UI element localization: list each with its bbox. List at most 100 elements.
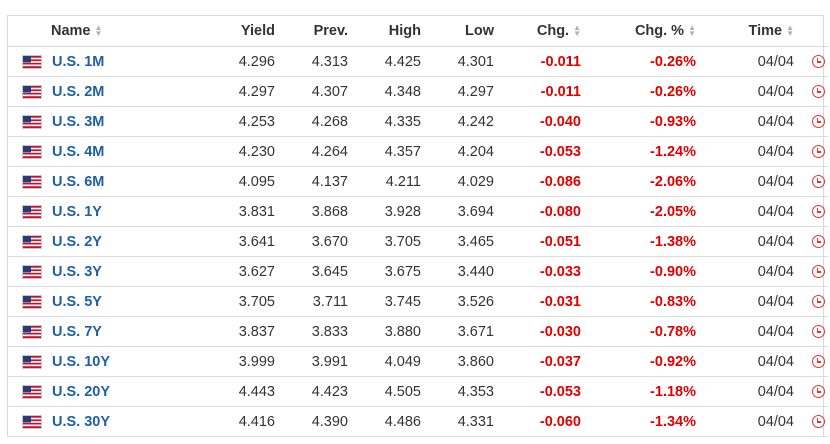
bond-name-link[interactable]: U.S. 6M bbox=[52, 173, 105, 190]
clock-icon[interactable] bbox=[811, 385, 825, 399]
clock-icon[interactable] bbox=[811, 295, 825, 309]
flag-cell bbox=[8, 46, 46, 77]
name-cell: U.S. 2Y bbox=[46, 226, 163, 257]
yield-cell: 4.253 bbox=[163, 106, 275, 137]
clock-icon[interactable] bbox=[811, 265, 825, 279]
flag-column-header bbox=[8, 16, 46, 47]
low-column-header[interactable]: Low bbox=[421, 16, 494, 47]
sort-icon[interactable]: ▲ ▼ bbox=[94, 23, 103, 39]
name-cell: U.S. 7Y bbox=[46, 316, 163, 347]
name-cell: U.S. 3Y bbox=[46, 256, 163, 287]
clock-icon[interactable] bbox=[811, 115, 825, 129]
yield-cell: 4.416 bbox=[163, 406, 275, 437]
bond-name-link[interactable]: U.S. 1M bbox=[52, 53, 105, 70]
chg-pct-cell: -0.26% bbox=[581, 46, 696, 77]
name-cell: U.S. 6M bbox=[46, 166, 163, 197]
bond-name-link[interactable]: U.S. 4M bbox=[52, 143, 105, 160]
clock-icon[interactable] bbox=[811, 235, 825, 249]
prev-cell: 3.833 bbox=[275, 316, 348, 347]
prev-cell: 4.307 bbox=[275, 76, 348, 107]
clock-cell bbox=[794, 256, 828, 287]
prev-cell: 4.264 bbox=[275, 136, 348, 167]
time-cell: 04/04 bbox=[696, 316, 794, 347]
high-cell: 3.705 bbox=[348, 226, 421, 257]
time-cell: 04/04 bbox=[696, 286, 794, 317]
us-flag-icon bbox=[22, 354, 42, 369]
clock-icon[interactable] bbox=[811, 325, 825, 339]
prev-cell: 4.390 bbox=[275, 406, 348, 437]
sort-icon[interactable]: ▲ ▼ bbox=[786, 23, 794, 39]
low-cell: 4.353 bbox=[421, 376, 494, 407]
low-cell: 4.301 bbox=[421, 46, 494, 77]
chg-header-label: Chg. bbox=[536, 23, 570, 39]
clock-icon[interactable] bbox=[811, 415, 825, 429]
bond-name-link[interactable]: U.S. 7Y bbox=[52, 323, 102, 340]
yield-cell: 3.999 bbox=[163, 346, 275, 377]
clock-cell bbox=[794, 136, 828, 167]
prev-cell: 4.423 bbox=[275, 376, 348, 407]
bond-name-link[interactable]: U.S. 20Y bbox=[52, 383, 111, 400]
yield-cell: 3.837 bbox=[163, 316, 275, 347]
clock-icon[interactable] bbox=[811, 85, 825, 99]
name-cell: U.S. 2M bbox=[46, 76, 163, 107]
prev-cell: 3.991 bbox=[275, 346, 348, 377]
bond-name-link[interactable]: U.S. 3M bbox=[52, 113, 105, 130]
clock-icon[interactable] bbox=[811, 175, 825, 189]
yield-cell: 3.831 bbox=[163, 196, 275, 227]
time-column-header[interactable]: Time ▲ ▼ bbox=[696, 16, 794, 47]
name-cell: U.S. 1Y bbox=[46, 196, 163, 227]
chg-column-header[interactable]: Chg. ▲ ▼ bbox=[494, 16, 581, 47]
flag-cell bbox=[8, 286, 46, 317]
low-cell: 3.526 bbox=[421, 286, 494, 317]
time-header-label: Time bbox=[748, 23, 783, 39]
bond-name-link[interactable]: U.S. 10Y bbox=[52, 353, 111, 370]
clock-cell bbox=[794, 286, 828, 317]
table-row: U.S. 2Y 3.641 3.670 3.705 3.465 -0.051 -1.38% 0… bbox=[8, 226, 828, 257]
bond-name-link[interactable]: U.S. 5Y bbox=[52, 293, 102, 310]
prev-cell: 3.645 bbox=[275, 256, 348, 287]
table-body: U.S. 1M 4.296 4.313 4.425 4.301 -0.011 -0.26% 0… bbox=[8, 46, 828, 437]
clock-cell bbox=[794, 346, 828, 377]
high-cell: 4.335 bbox=[348, 106, 421, 137]
table-row: U.S. 1M 4.296 4.313 4.425 4.301 -0.011 -0.26% 0… bbox=[8, 46, 828, 77]
yield-cell: 4.443 bbox=[163, 376, 275, 407]
name-column-header[interactable]: Name ▲ ▼ bbox=[46, 16, 163, 47]
high-cell: 3.745 bbox=[348, 286, 421, 317]
high-cell: 4.211 bbox=[348, 166, 421, 197]
clock-cell bbox=[794, 196, 828, 227]
bond-name-link[interactable]: U.S. 2Y bbox=[52, 233, 102, 250]
low-cell: 4.029 bbox=[421, 166, 494, 197]
high-cell: 4.486 bbox=[348, 406, 421, 437]
clock-icon[interactable] bbox=[811, 355, 825, 369]
sort-icon[interactable]: ▲ ▼ bbox=[688, 23, 696, 39]
high-cell: 4.348 bbox=[348, 76, 421, 107]
flag-cell bbox=[8, 76, 46, 107]
low-cell: 3.860 bbox=[421, 346, 494, 377]
chg-cell: -0.031 bbox=[494, 286, 581, 317]
chg-pct-column-header[interactable]: Chg. % ▲ ▼ bbox=[581, 16, 696, 47]
time-cell: 04/04 bbox=[696, 256, 794, 287]
high-column-header[interactable]: High bbox=[348, 16, 421, 47]
table-row: U.S. 20Y 4.443 4.423 4.505 4.353 -0.053 -1.18%… bbox=[8, 376, 828, 407]
bond-name-link[interactable]: U.S. 1Y bbox=[52, 203, 102, 220]
bond-name-link[interactable]: U.S. 3Y bbox=[52, 263, 102, 280]
flag-cell bbox=[8, 226, 46, 257]
clock-icon[interactable] bbox=[811, 145, 825, 159]
clock-cell bbox=[794, 166, 828, 197]
prev-cell: 3.670 bbox=[275, 226, 348, 257]
clock-icon[interactable] bbox=[811, 205, 825, 219]
yield-cell: 3.641 bbox=[163, 226, 275, 257]
clock-cell bbox=[794, 406, 828, 437]
bond-name-link[interactable]: U.S. 30Y bbox=[52, 413, 111, 430]
yield-cell: 3.627 bbox=[163, 256, 275, 287]
prev-cell: 4.137 bbox=[275, 166, 348, 197]
clock-icon[interactable] bbox=[811, 55, 825, 69]
bond-name-link[interactable]: U.S. 2M bbox=[52, 83, 105, 100]
sort-icon[interactable]: ▲ ▼ bbox=[573, 23, 581, 39]
chg-cell: -0.033 bbox=[494, 256, 581, 287]
yield-cell: 4.095 bbox=[163, 166, 275, 197]
yield-column-header[interactable]: Yield bbox=[163, 16, 275, 47]
prev-column-header[interactable]: Prev. bbox=[275, 16, 348, 47]
clock-cell bbox=[794, 376, 828, 407]
name-cell: U.S. 20Y bbox=[46, 376, 163, 407]
